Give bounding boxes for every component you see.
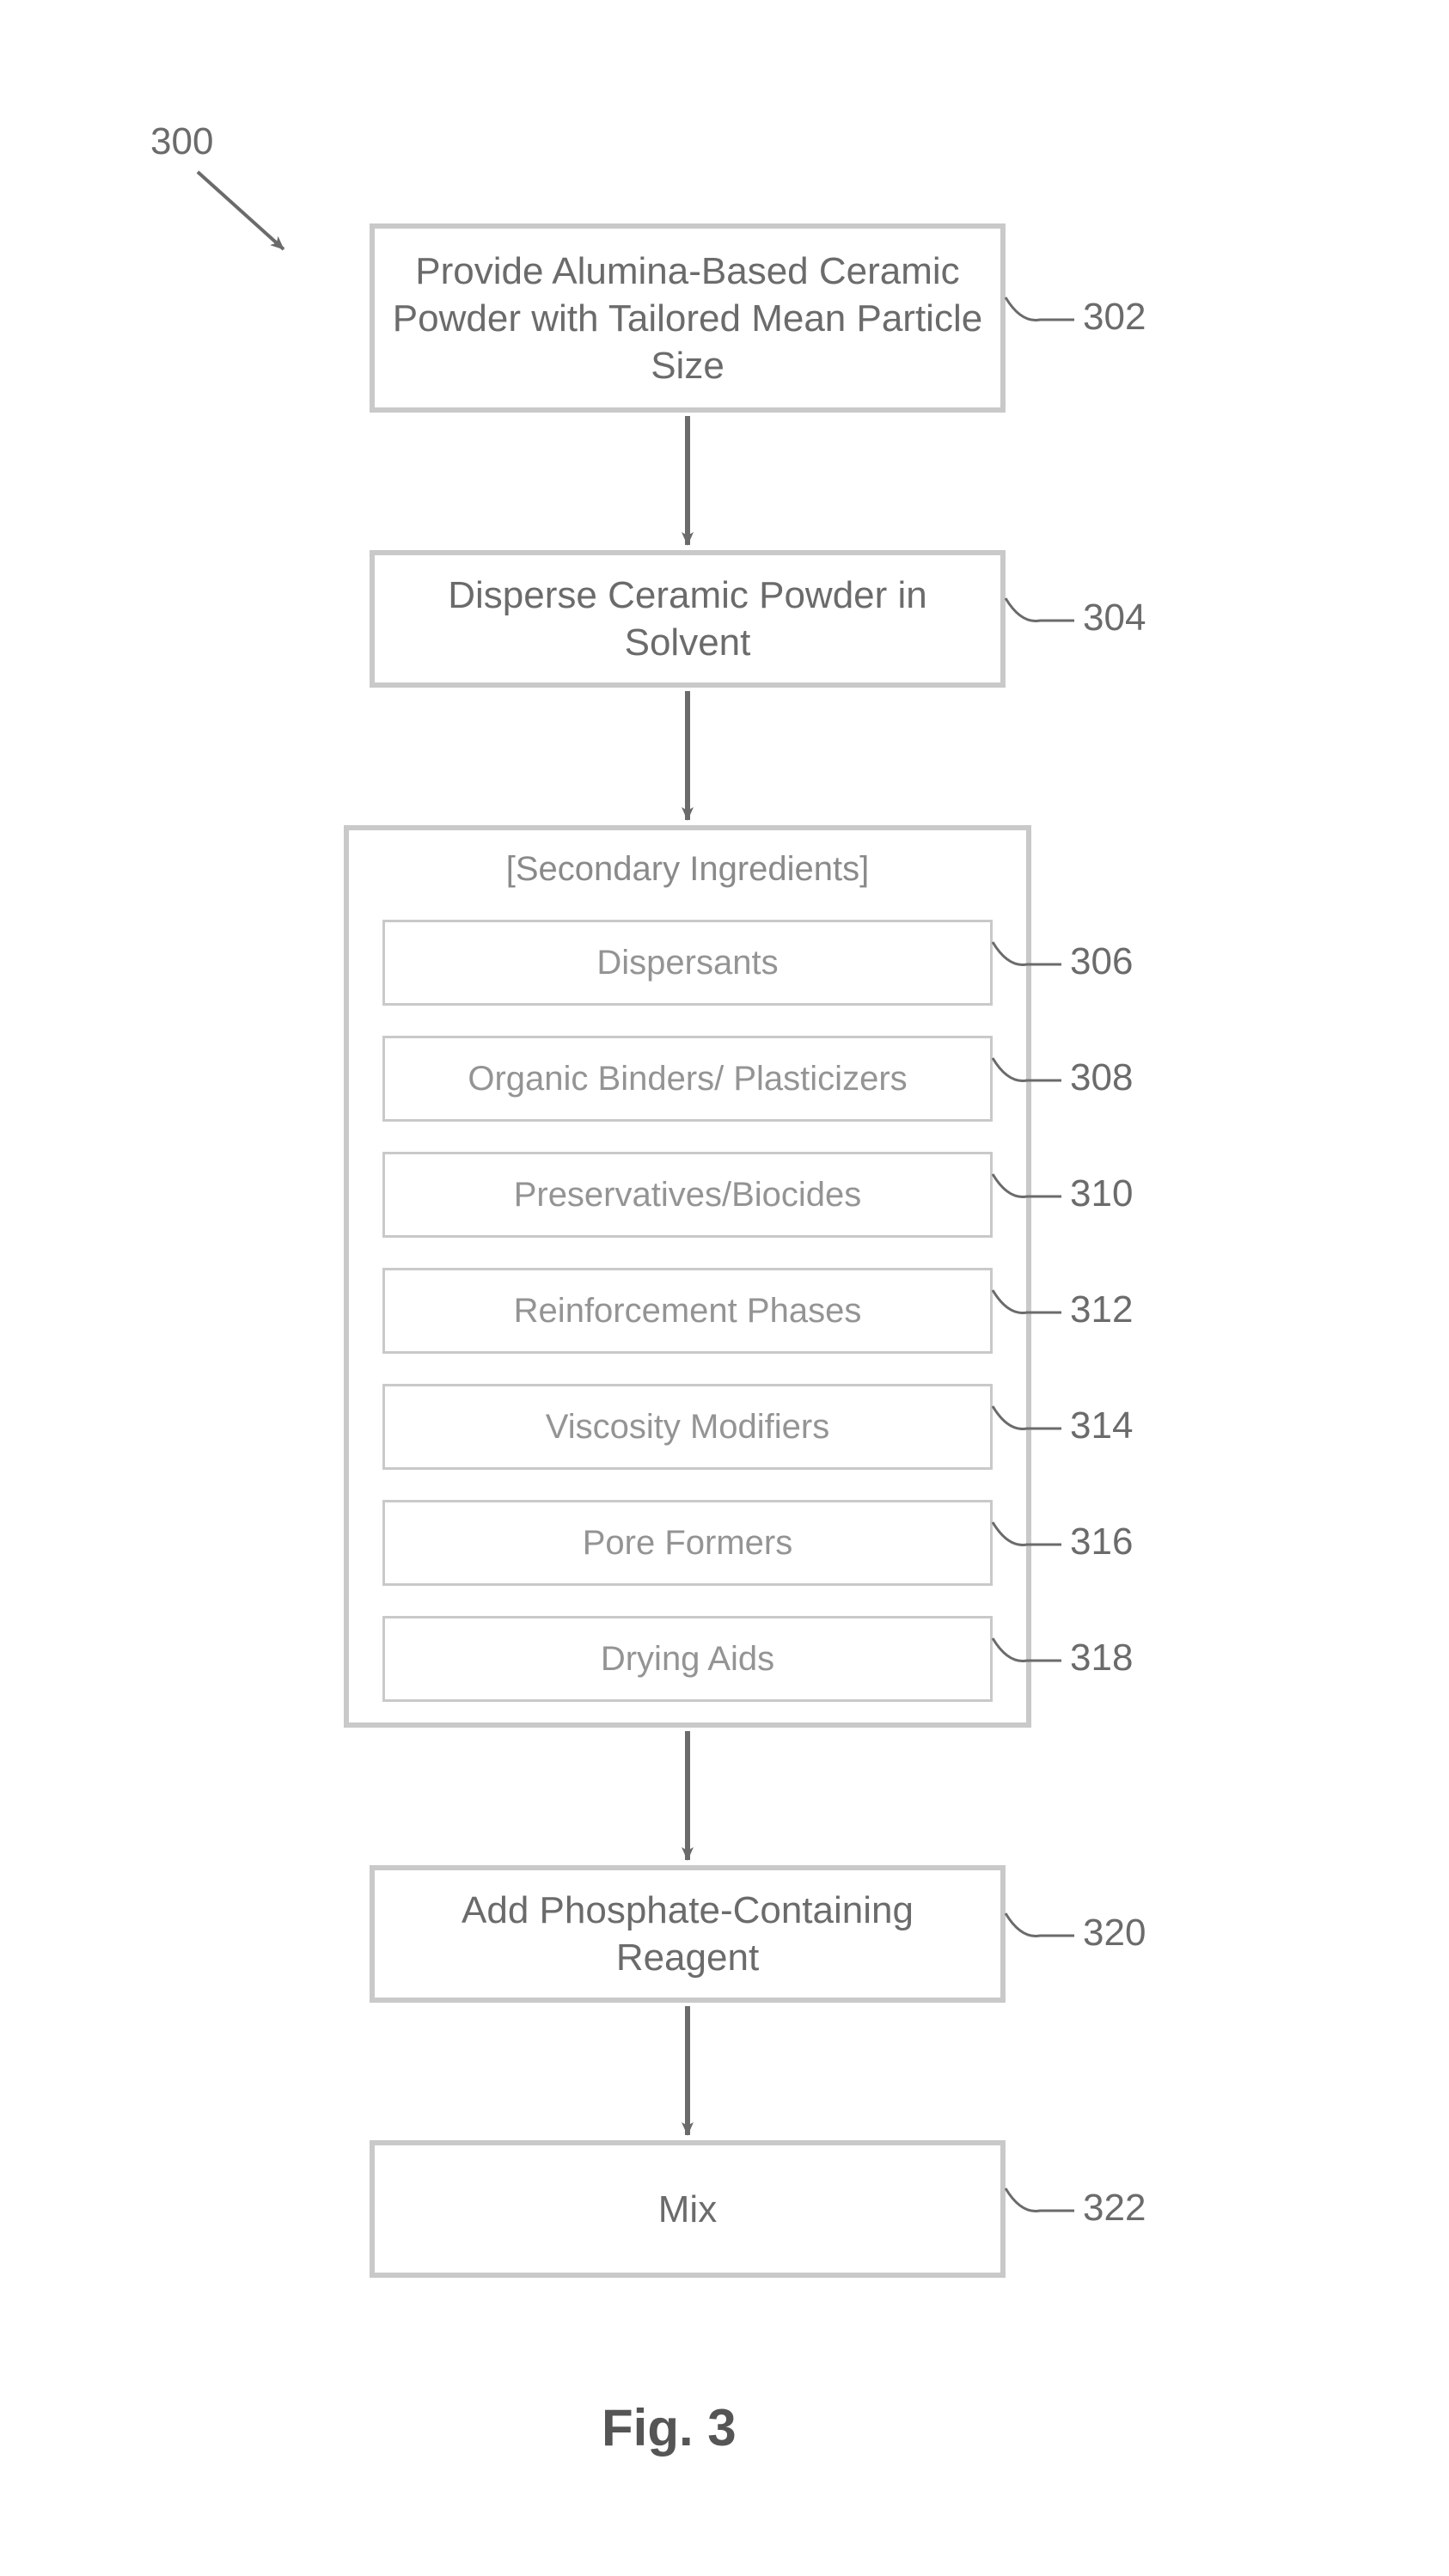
ref-304: 304	[1083, 597, 1146, 639]
ingredient-314-box: Viscosity Modifiers	[382, 1384, 993, 1470]
ingredient-312-text: Reinforcement Phases	[514, 1289, 862, 1332]
step-320-box: Add Phosphate-Containing Reagent	[370, 1865, 1006, 2003]
ingredient-306-box: Dispersants	[382, 920, 993, 1006]
ref-322: 322	[1083, 2187, 1146, 2230]
ref-318: 318	[1070, 1637, 1133, 1680]
ref-312: 312	[1070, 1288, 1133, 1331]
step-320-text: Add Phosphate-Containing Reagent	[392, 1887, 983, 1981]
ref-314: 314	[1070, 1404, 1133, 1447]
ingredient-310-box: Preservatives/Biocides	[382, 1152, 993, 1238]
step-322-box: Mix	[370, 2140, 1006, 2278]
ref-306: 306	[1070, 940, 1133, 983]
ref-310: 310	[1070, 1172, 1133, 1215]
ingredient-312-box: Reinforcement Phases	[382, 1268, 993, 1354]
ref-302: 302	[1083, 296, 1146, 339]
figure-ref-300: 300	[150, 120, 213, 163]
step-302-box: Provide Alumina-Based Ceramic Powder wit…	[370, 223, 1006, 413]
ingredient-318-box: Drying Aids	[382, 1616, 993, 1702]
step-302-text: Provide Alumina-Based Ceramic Powder wit…	[392, 248, 983, 389]
ingredient-318-text: Drying Aids	[601, 1637, 774, 1680]
step-304-text: Disperse Ceramic Powder in Solvent	[392, 572, 983, 666]
ref-320: 320	[1083, 1912, 1146, 1955]
ingredient-308-text: Organic Binders/ Plasticizers	[468, 1057, 907, 1100]
step-304-box: Disperse Ceramic Powder in Solvent	[370, 550, 1006, 688]
ingredient-314-text: Viscosity Modifiers	[546, 1405, 829, 1448]
ingredient-306-text: Dispersants	[596, 941, 778, 984]
ingredient-308-box: Organic Binders/ Plasticizers	[382, 1036, 993, 1122]
figure-caption: Fig. 3	[602, 2398, 737, 2457]
ref-308: 308	[1070, 1056, 1133, 1099]
ingredient-316-box: Pore Formers	[382, 1500, 993, 1586]
ingredient-316-text: Pore Formers	[583, 1521, 793, 1564]
ingredient-310-text: Preservatives/Biocides	[514, 1173, 862, 1216]
secondary-ingredients-header: [Secondary Ingredients]	[349, 830, 1026, 890]
ref-316: 316	[1070, 1521, 1133, 1563]
diagram-canvas: 300 Provide Alumina-Based Ceramic Powder…	[0, 0, 1449, 2576]
step-322-text: Mix	[658, 2186, 717, 2233]
